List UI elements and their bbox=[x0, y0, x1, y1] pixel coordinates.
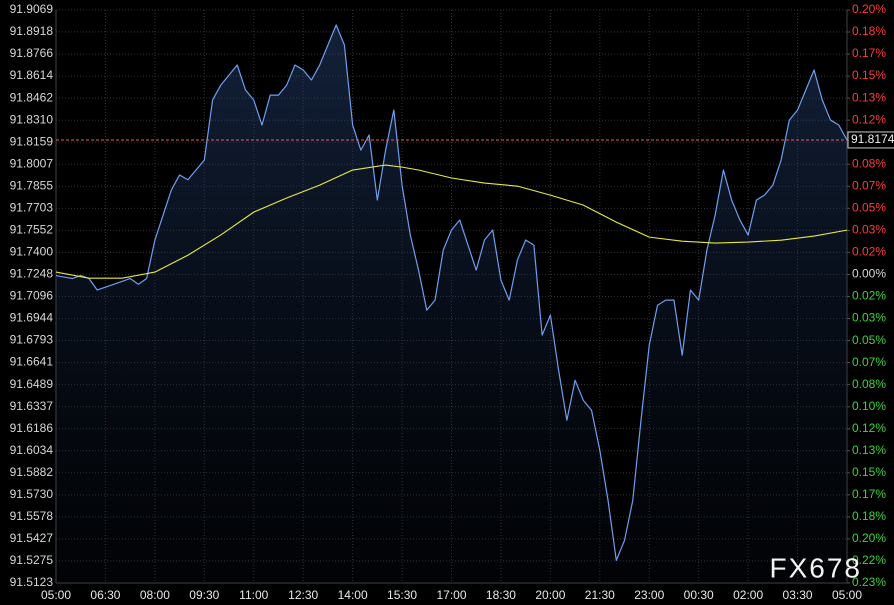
y-tick-label: 91.5578 bbox=[10, 509, 54, 523]
x-tick-label: 05:00 bbox=[41, 588, 71, 602]
y2-tick-label: 0.13% bbox=[852, 90, 886, 104]
x-tick-label: 18:30 bbox=[486, 588, 516, 602]
y-tick-label: 91.7855 bbox=[10, 178, 54, 192]
y2-tick-label: 0.07% bbox=[852, 355, 886, 369]
y-tick-label: 91.7400 bbox=[10, 245, 54, 259]
y-tick-label: 91.7096 bbox=[10, 289, 54, 303]
y-tick-label: 91.5730 bbox=[10, 487, 54, 501]
y-tick-label: 91.6489 bbox=[10, 377, 54, 391]
y2-tick-label: 0.17% bbox=[852, 46, 886, 60]
y2-tick-label: 0.03% bbox=[852, 223, 886, 237]
last-price-box bbox=[847, 131, 894, 149]
y2-tick-label: 0.18% bbox=[852, 24, 886, 38]
y2-tick-label: 0.13% bbox=[852, 443, 886, 457]
price-line bbox=[55, 24, 848, 561]
y2-tick-label: 0.03% bbox=[852, 311, 886, 325]
x-tick-label: 06:30 bbox=[90, 588, 120, 602]
y-tick-label: 91.6337 bbox=[10, 399, 54, 413]
y2-tick-label: 0.20% bbox=[852, 2, 886, 16]
y-tick-label: 91.5882 bbox=[10, 465, 54, 479]
y2-tick-label: 0.23% bbox=[852, 575, 886, 589]
y2-tick-label: 0.02% bbox=[852, 245, 886, 259]
y2-tick-label: 0.15% bbox=[852, 68, 886, 82]
x-tick-label: 02:00 bbox=[733, 588, 763, 602]
x-tick-label: 00:30 bbox=[684, 588, 714, 602]
y-tick-label: 91.6186 bbox=[10, 421, 54, 435]
x-tick-label: 08:00 bbox=[140, 588, 170, 602]
y-tick-label: 91.5427 bbox=[10, 531, 54, 545]
y2-tick-label: 0.07% bbox=[852, 178, 886, 192]
y2-tick-label: 0.18% bbox=[852, 509, 886, 523]
y-tick-label: 91.9069 bbox=[10, 2, 54, 16]
y2-tick-label: 0.00% bbox=[852, 267, 886, 281]
x-tick-label: 17:00 bbox=[436, 588, 466, 602]
y2-tick-label: 0.05% bbox=[852, 200, 886, 214]
y-tick-label: 91.8159 bbox=[10, 134, 54, 148]
x-tick-label: 03:30 bbox=[783, 588, 813, 602]
y2-tick-label: 0.20% bbox=[852, 531, 886, 545]
x-tick-label: 11:00 bbox=[239, 588, 268, 602]
y-tick-label: 91.5123 bbox=[10, 575, 54, 589]
y-tick-label: 91.6793 bbox=[10, 333, 54, 347]
average-line bbox=[55, 164, 848, 279]
last-price-label: 91.8174 bbox=[851, 132, 894, 146]
y-tick-label: 91.6034 bbox=[10, 443, 54, 457]
x-tick-label: 21:30 bbox=[585, 588, 615, 602]
y-tick-label: 91.7703 bbox=[10, 201, 54, 215]
y2-tick-label: 0.17% bbox=[852, 487, 886, 501]
y2-tick-label: 0.12% bbox=[852, 112, 886, 126]
x-tick-label: 20:00 bbox=[535, 588, 565, 602]
y-tick-label: 91.7552 bbox=[10, 222, 54, 236]
y-tick-label: 91.8462 bbox=[10, 90, 54, 104]
y-tick-label: 91.6641 bbox=[10, 355, 54, 369]
y-tick-label: 91.8007 bbox=[10, 156, 54, 170]
x-tick-label: 15:30 bbox=[387, 588, 417, 602]
x-tick-label: 12:30 bbox=[288, 588, 318, 602]
y2-tick-label: 0.10% bbox=[852, 399, 886, 413]
x-tick-label: 05:00 bbox=[832, 588, 862, 602]
y2-tick-label: 0.08% bbox=[852, 377, 886, 391]
y-tick-label: 91.8766 bbox=[10, 46, 54, 60]
y2-tick-label: 0.05% bbox=[852, 333, 886, 347]
y-tick-label: 91.8614 bbox=[10, 68, 54, 82]
x-tick-label: 23:00 bbox=[634, 588, 664, 602]
y2-tick-label: 0.15% bbox=[852, 465, 886, 479]
y-tick-label: 91.5275 bbox=[10, 553, 54, 567]
y-tick-label: 91.8918 bbox=[10, 24, 54, 38]
price-area bbox=[56, 24, 847, 583]
watermark: FX678 bbox=[770, 552, 863, 583]
y-tick-label: 91.7248 bbox=[10, 267, 54, 281]
x-tick-label: 14:00 bbox=[338, 588, 368, 602]
x-tick-label: 09:30 bbox=[189, 588, 219, 602]
y2-tick-label: 0.02% bbox=[852, 289, 886, 303]
y2-tick-label: 0.22% bbox=[852, 553, 886, 567]
y2-tick-label: 0.08% bbox=[852, 156, 886, 170]
y-tick-label: 91.8310 bbox=[10, 112, 54, 126]
y-tick-label: 91.6944 bbox=[10, 311, 54, 325]
y2-tick-label: 0.12% bbox=[852, 421, 886, 435]
